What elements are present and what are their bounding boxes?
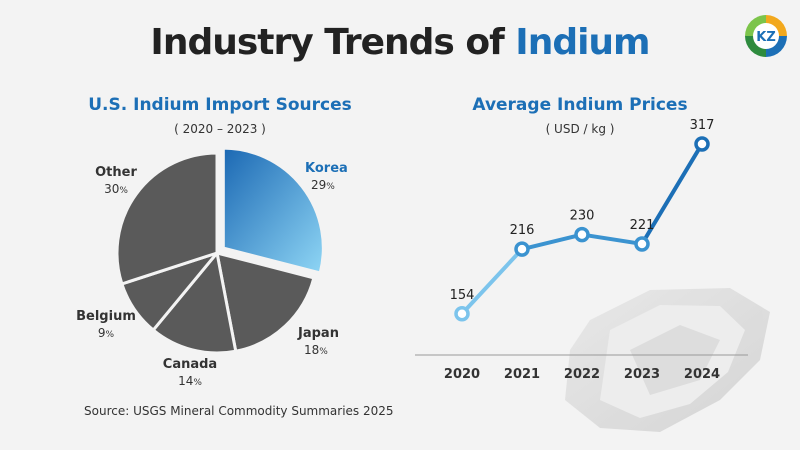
line-segment-2022-2023 (580, 232, 644, 246)
pie-unit-japan: % (319, 347, 328, 357)
x-tick-2023: 2023 (624, 367, 660, 382)
pie-value-canada: 14% (178, 374, 202, 388)
pie-unit-belgium: % (106, 330, 115, 340)
data-label-2024: 317 (690, 118, 715, 133)
data-label-2021: 216 (510, 223, 535, 238)
kz-logo-icon: KZ (745, 15, 787, 57)
pie-value-other: 30% (104, 182, 128, 196)
x-tick-2021: 2021 (504, 367, 540, 382)
pie-slice-canada (151, 249, 238, 355)
logo-text: KZ (756, 30, 776, 45)
data-label-2022: 230 (570, 209, 595, 224)
pie-label-japan: Japan (297, 326, 339, 341)
pie-label-korea: Korea (305, 161, 348, 176)
x-tick-2024: 2024 (684, 367, 720, 382)
pie-subtitle: ( 2020 – 2023 ) (174, 122, 266, 136)
line-segment-2023-2024 (640, 141, 704, 246)
page-title: Industry Trends of Indium (0, 22, 800, 63)
data-label-2020: 154 (450, 288, 475, 303)
pie-value-japan: 18% (304, 343, 328, 357)
data-label-2023: 221 (630, 218, 655, 233)
pie-unit-canada: % (193, 378, 202, 388)
pie-slice-other (115, 151, 219, 286)
pie-value-belgium: 9% (98, 326, 115, 340)
pie-slice-korea (221, 146, 325, 275)
pie-unit-korea: % (326, 182, 335, 192)
pie-slice-japan (215, 250, 316, 353)
x-tick-2020: 2020 (444, 367, 480, 382)
title-main: Industry Trends of (150, 22, 516, 63)
line-point-2022 (574, 226, 590, 243)
indium-crystal-icon (565, 288, 770, 432)
source-note: Source: USGS Mineral Commodity Summaries… (84, 404, 394, 418)
pie-title: U.S. Indium Import Sources (88, 95, 352, 115)
line-subtitle: ( USD / kg ) (545, 122, 615, 136)
x-tick-2022: 2022 (564, 367, 600, 382)
pie-label-belgium: Belgium (76, 309, 136, 324)
line-point-2023 (634, 236, 650, 252)
line-segment-2021-2022 (520, 232, 584, 252)
title-accent: Indium (515, 22, 650, 63)
line-point-2021 (514, 241, 530, 257)
pie-label-canada: Canada (163, 357, 217, 372)
pie-label-other: Other (95, 165, 137, 180)
line-point-2020 (454, 306, 470, 322)
pie-unit-other: % (119, 186, 128, 196)
pie-value-korea: 29% (311, 178, 335, 192)
line-title: Average Indium Prices (472, 95, 688, 115)
line-point-2024 (694, 136, 710, 152)
line-segment-2020-2021 (460, 247, 524, 316)
